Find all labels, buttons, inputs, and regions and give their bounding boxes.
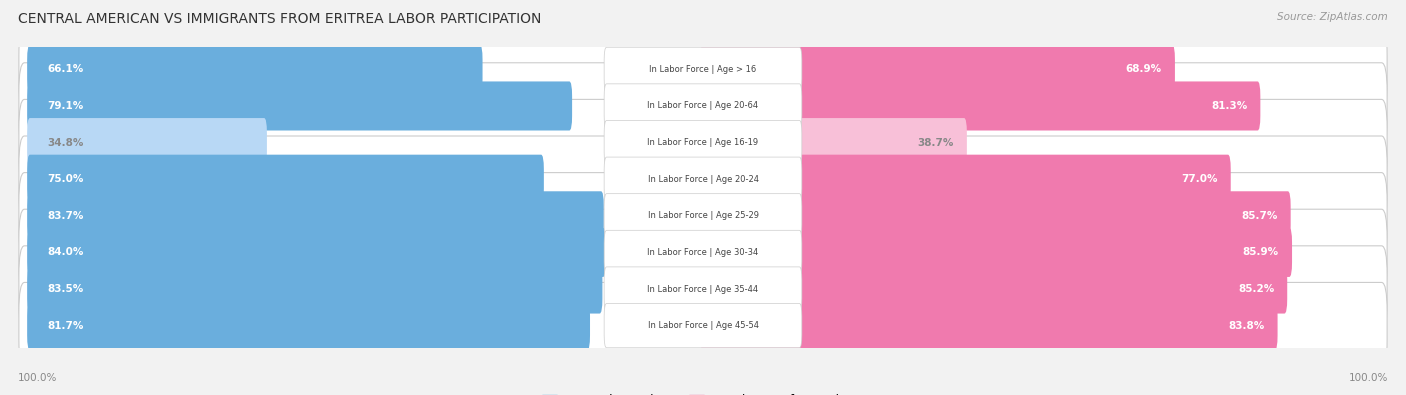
Text: In Labor Force | Age 30-34: In Labor Force | Age 30-34 [647,248,759,257]
FancyBboxPatch shape [605,303,801,348]
FancyBboxPatch shape [18,63,1388,149]
FancyBboxPatch shape [700,191,1291,240]
Text: 83.5%: 83.5% [48,284,83,294]
FancyBboxPatch shape [605,157,801,201]
Text: 85.2%: 85.2% [1237,284,1274,294]
FancyBboxPatch shape [18,26,1388,113]
Text: 81.3%: 81.3% [1211,101,1247,111]
FancyBboxPatch shape [27,228,606,277]
FancyBboxPatch shape [27,301,591,350]
Text: Source: ZipAtlas.com: Source: ZipAtlas.com [1277,12,1388,22]
FancyBboxPatch shape [18,246,1388,332]
FancyBboxPatch shape [700,228,1292,277]
FancyBboxPatch shape [700,265,1288,314]
FancyBboxPatch shape [27,191,603,240]
FancyBboxPatch shape [700,118,967,167]
FancyBboxPatch shape [700,301,1278,350]
Text: 83.8%: 83.8% [1229,321,1264,331]
Legend: Central American, Immigrants from Eritrea: Central American, Immigrants from Eritre… [541,394,865,395]
FancyBboxPatch shape [18,282,1388,369]
Text: 84.0%: 84.0% [48,247,83,258]
Text: In Labor Force | Age 35-44: In Labor Force | Age 35-44 [647,284,759,293]
Text: 83.7%: 83.7% [48,211,83,221]
Text: In Labor Force | Age 16-19: In Labor Force | Age 16-19 [647,138,759,147]
FancyBboxPatch shape [605,230,801,275]
Text: In Labor Force | Age 20-24: In Labor Force | Age 20-24 [648,175,758,184]
Text: In Labor Force | Age > 16: In Labor Force | Age > 16 [650,65,756,74]
Text: In Labor Force | Age 25-29: In Labor Force | Age 25-29 [648,211,758,220]
FancyBboxPatch shape [27,45,482,94]
Text: 66.1%: 66.1% [48,64,83,74]
FancyBboxPatch shape [605,47,801,92]
FancyBboxPatch shape [700,45,1175,94]
Text: 100.0%: 100.0% [18,373,58,383]
FancyBboxPatch shape [18,136,1388,222]
FancyBboxPatch shape [700,81,1260,130]
Text: 77.0%: 77.0% [1181,174,1218,184]
Text: 68.9%: 68.9% [1126,64,1161,74]
FancyBboxPatch shape [27,155,544,204]
FancyBboxPatch shape [605,84,801,128]
FancyBboxPatch shape [27,81,572,130]
FancyBboxPatch shape [18,173,1388,259]
Text: In Labor Force | Age 45-54: In Labor Force | Age 45-54 [648,321,758,330]
FancyBboxPatch shape [27,118,267,167]
Text: 100.0%: 100.0% [1348,373,1388,383]
FancyBboxPatch shape [700,155,1230,204]
Text: 75.0%: 75.0% [48,174,83,184]
Text: 81.7%: 81.7% [48,321,83,331]
FancyBboxPatch shape [605,120,801,165]
Text: 38.7%: 38.7% [917,137,953,148]
FancyBboxPatch shape [18,100,1388,186]
Text: 85.7%: 85.7% [1241,211,1278,221]
Text: 79.1%: 79.1% [48,101,83,111]
Text: 34.8%: 34.8% [48,137,83,148]
FancyBboxPatch shape [18,209,1388,295]
Text: In Labor Force | Age 20-64: In Labor Force | Age 20-64 [647,102,759,111]
FancyBboxPatch shape [605,194,801,238]
FancyBboxPatch shape [605,267,801,311]
FancyBboxPatch shape [27,265,602,314]
Text: 85.9%: 85.9% [1243,247,1279,258]
Text: CENTRAL AMERICAN VS IMMIGRANTS FROM ERITREA LABOR PARTICIPATION: CENTRAL AMERICAN VS IMMIGRANTS FROM ERIT… [18,12,541,26]
